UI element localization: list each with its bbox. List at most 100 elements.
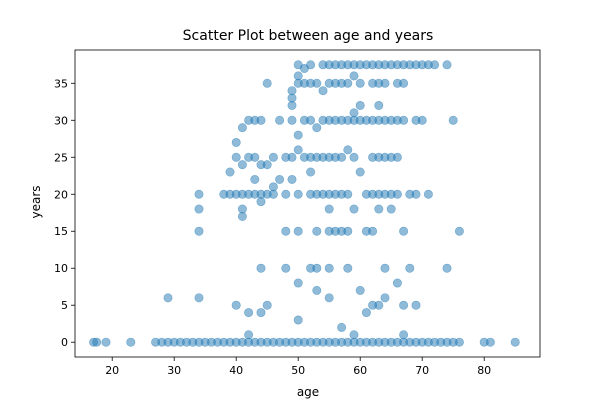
x-tick-label: 70: [415, 364, 429, 377]
plot-frame: [74, 49, 541, 358]
data-point: [349, 108, 359, 118]
data-point: [194, 293, 204, 303]
data-point: [256, 308, 266, 318]
data-point: [337, 152, 347, 162]
data-point: [293, 278, 303, 288]
data-point: [380, 263, 390, 273]
data-point: [343, 145, 353, 155]
data-point: [306, 167, 316, 177]
data-point: [355, 167, 365, 177]
data-point: [337, 322, 347, 332]
data-point: [355, 100, 365, 110]
data-point: [293, 71, 303, 81]
data-point: [324, 204, 334, 214]
data-point: [430, 60, 440, 70]
data-point: [374, 204, 384, 214]
data-point: [262, 300, 272, 310]
data-point: [349, 204, 359, 214]
data-point: [343, 78, 353, 88]
data-point: [306, 115, 316, 125]
data-point: [399, 330, 409, 340]
x-axis-title: age: [297, 385, 319, 399]
data-point: [417, 115, 427, 125]
data-point: [399, 78, 409, 88]
data-points: [89, 60, 520, 347]
data-point: [399, 300, 409, 310]
y-axis-title: years: [29, 185, 43, 218]
data-point: [343, 263, 353, 273]
data-point: [293, 145, 303, 155]
data-point: [355, 78, 365, 88]
y-axis: 0 5 10 15 20 25 30 35: [54, 77, 75, 349]
data-point: [312, 78, 322, 88]
data-point: [485, 337, 495, 347]
data-point: [343, 189, 353, 199]
data-point: [399, 115, 409, 125]
x-tick-label: 40: [229, 364, 243, 377]
data-point: [293, 60, 303, 70]
data-point: [275, 174, 285, 184]
data-point: [262, 160, 272, 170]
data-point: [293, 226, 303, 236]
data-point: [268, 182, 278, 192]
data-point: [374, 100, 384, 110]
data-point: [423, 189, 433, 199]
y-tick-label: 15: [54, 225, 68, 238]
data-point: [392, 189, 402, 199]
data-point: [380, 293, 390, 303]
data-point: [256, 115, 266, 125]
data-point: [237, 204, 247, 214]
data-point: [392, 152, 402, 162]
data-point: [225, 167, 235, 177]
data-point: [237, 160, 247, 170]
data-point: [126, 337, 136, 347]
data-point: [275, 115, 285, 125]
data-point: [349, 152, 359, 162]
y-tick-label: 10: [54, 262, 68, 275]
data-point: [324, 263, 334, 273]
data-point: [101, 337, 111, 347]
data-point: [194, 189, 204, 199]
data-point: [343, 226, 353, 236]
data-point: [231, 300, 241, 310]
y-tick-label: 0: [61, 336, 68, 349]
data-point: [405, 263, 415, 273]
data-point: [194, 204, 204, 214]
data-point: [287, 115, 297, 125]
data-point: [399, 226, 409, 236]
data-point: [448, 115, 458, 125]
x-tick-label: 50: [291, 364, 305, 377]
data-point: [293, 315, 303, 325]
data-point: [306, 60, 316, 70]
x-tick-label: 20: [105, 364, 119, 377]
data-point: [324, 293, 334, 303]
y-tick-label: 20: [54, 188, 68, 201]
data-point: [368, 226, 378, 236]
data-point: [231, 137, 241, 147]
data-point: [312, 123, 322, 133]
data-point: [374, 300, 384, 310]
data-point: [386, 204, 396, 214]
y-tick-label: 25: [54, 151, 68, 164]
data-point: [256, 263, 266, 273]
data-point: [231, 152, 241, 162]
data-point: [312, 263, 322, 273]
data-point: [454, 226, 464, 236]
data-point: [287, 86, 297, 96]
plot-area: [74, 49, 541, 358]
data-point: [442, 60, 452, 70]
data-point: [250, 174, 260, 184]
data-point: [442, 263, 452, 273]
data-point: [454, 337, 464, 347]
data-point: [411, 189, 421, 199]
x-tick-label: 80: [477, 364, 491, 377]
data-point: [312, 285, 322, 295]
data-point: [349, 71, 359, 81]
data-point: [281, 226, 291, 236]
data-point: [262, 78, 272, 88]
x-tick-label: 30: [167, 364, 181, 377]
data-point: [244, 308, 254, 318]
data-point: [250, 152, 260, 162]
data-point: [244, 330, 254, 340]
